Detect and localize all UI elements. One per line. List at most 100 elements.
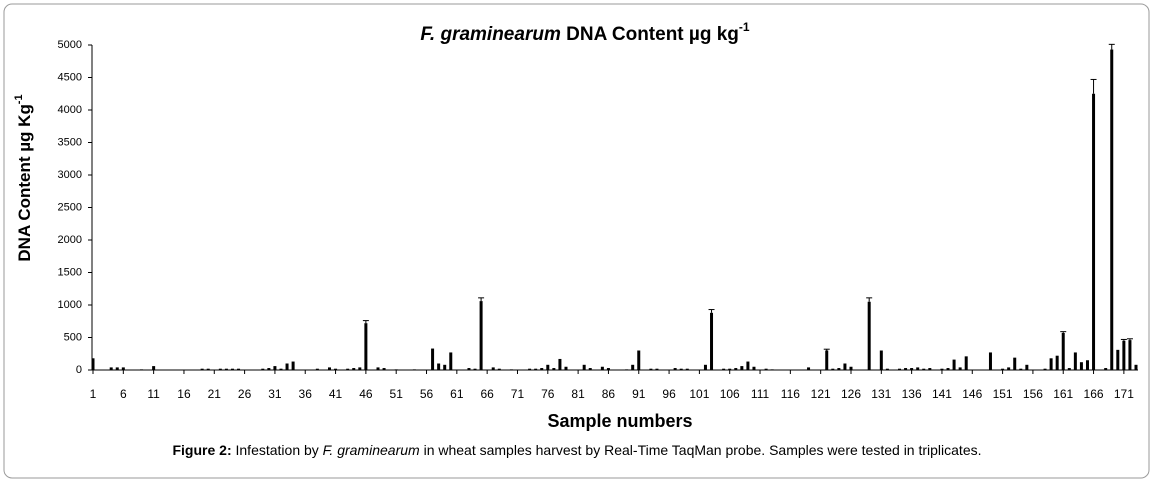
bar (831, 368, 835, 370)
bar (910, 368, 914, 370)
bar (1025, 364, 1029, 370)
x-tick-label: 66 (480, 387, 494, 401)
x-tick-label: 96 (662, 387, 676, 401)
bar (267, 368, 271, 370)
bar (546, 364, 550, 370)
bar (334, 368, 338, 370)
bar (606, 368, 610, 370)
bar (121, 367, 125, 370)
x-tick-label: 31 (268, 387, 282, 401)
y-tick-label: 1000 (58, 299, 82, 311)
bar (291, 361, 295, 370)
bar (218, 368, 222, 370)
x-tick-label: 151 (993, 387, 1013, 401)
bar (1001, 368, 1005, 370)
bar (655, 368, 659, 370)
x-tick-label: 76 (541, 387, 555, 401)
x-tick-label: 91 (632, 387, 646, 401)
x-tick-label: 41 (329, 387, 343, 401)
bar (952, 359, 956, 370)
bar (1007, 367, 1011, 370)
bar (412, 369, 416, 370)
bar (1128, 340, 1132, 370)
bar (279, 368, 283, 370)
bar (1043, 368, 1047, 370)
bar (722, 368, 726, 370)
bar (443, 364, 447, 370)
bar (588, 368, 592, 370)
x-tick-label: 6 (120, 387, 127, 401)
y-tick-label: 3000 (58, 169, 82, 181)
bar (837, 368, 841, 370)
x-tick-label: 11 (147, 387, 160, 401)
y-tick-label: 2500 (58, 201, 82, 213)
y-tick-label: 5000 (58, 39, 82, 51)
bar (1085, 360, 1089, 370)
x-tick-label: 26 (238, 387, 252, 401)
bar (315, 368, 319, 370)
bar (528, 368, 532, 370)
x-tick-label: 171 (1114, 387, 1134, 401)
bar (685, 368, 689, 370)
bar (449, 352, 453, 370)
bar (631, 364, 635, 370)
y-axis-label: DNA Content µg Kg-1 (13, 94, 35, 261)
bar (352, 368, 356, 370)
bar (904, 368, 908, 370)
x-tick-label: 111 (751, 387, 770, 401)
bar (1013, 357, 1017, 370)
bar (625, 369, 629, 370)
bar (382, 368, 386, 370)
bar (1061, 332, 1065, 370)
bar (261, 368, 265, 370)
caption: Figure 2: Infestation by F. graminearum … (172, 442, 981, 458)
bar (1092, 93, 1096, 370)
bar (327, 367, 331, 370)
bar (946, 368, 950, 370)
bar (534, 368, 538, 370)
bar (437, 363, 441, 370)
bar (734, 368, 738, 370)
x-tick-label: 81 (571, 387, 585, 401)
bar (200, 368, 204, 370)
bar (467, 368, 471, 370)
bar (1110, 49, 1114, 371)
bar (703, 364, 707, 370)
bar (1079, 362, 1083, 370)
bar (346, 368, 350, 370)
x-tick-label: 146 (962, 387, 982, 401)
bar (582, 364, 586, 370)
bar (885, 368, 889, 370)
bar (916, 367, 920, 370)
x-tick-label: 161 (1053, 387, 1073, 401)
bar (728, 368, 732, 370)
bar (764, 368, 768, 370)
bar (364, 323, 368, 370)
bar (1134, 364, 1138, 370)
bar (224, 368, 228, 370)
bar (564, 366, 568, 370)
bar (673, 368, 677, 370)
bar (394, 369, 398, 370)
bar (1055, 355, 1059, 370)
bar (922, 368, 926, 370)
bar (140, 369, 144, 370)
bar (770, 369, 774, 370)
y-tick-label: 2000 (58, 234, 82, 246)
bar (1104, 368, 1108, 370)
bar (509, 369, 513, 370)
x-tick-label: 1 (90, 387, 97, 401)
bar (491, 367, 495, 370)
bar (473, 368, 477, 370)
bar (273, 366, 277, 370)
bar (928, 368, 932, 370)
y-tick-label: 4500 (58, 71, 82, 83)
bar (1122, 340, 1126, 370)
bar (710, 312, 714, 370)
bar (109, 367, 113, 370)
bar (558, 358, 562, 370)
x-tick-label: 51 (390, 387, 404, 401)
y-tick-label: 1500 (58, 266, 82, 278)
x-tick-label: 156 (1023, 387, 1043, 401)
